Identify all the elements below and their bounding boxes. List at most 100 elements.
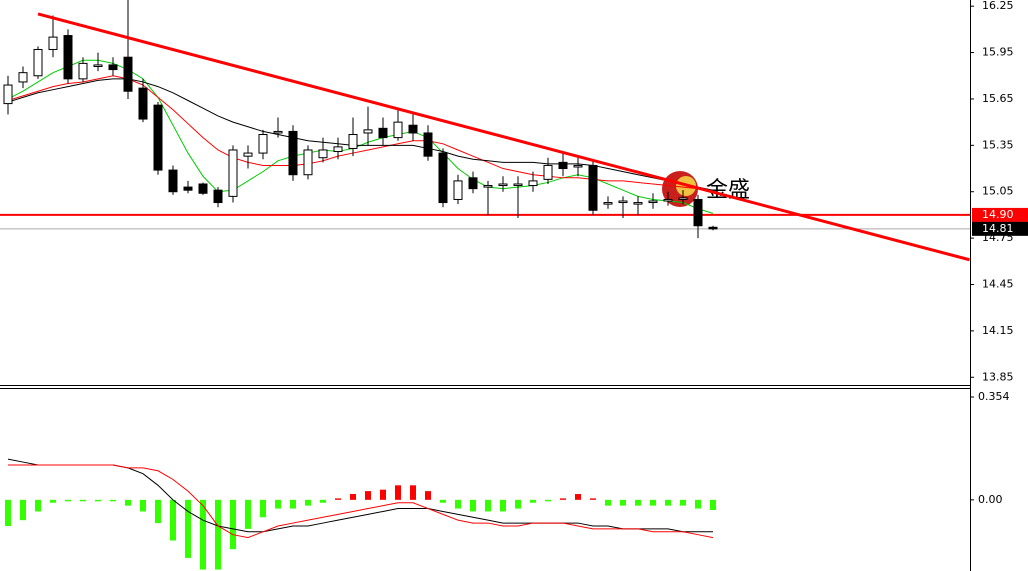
- support-label: 14.90: [982, 208, 1014, 221]
- candle-body: [363, 129, 373, 134]
- candle-body: [168, 169, 178, 193]
- y-tick-label: 13.85: [982, 370, 1014, 383]
- macd-bar: [50, 499, 56, 503]
- candle-body: [708, 226, 718, 230]
- macd-bar: [530, 499, 536, 503]
- candle-body: [213, 189, 223, 204]
- candle-body: [78, 62, 88, 80]
- candle-body: [468, 177, 478, 190]
- candle-body: [693, 198, 703, 227]
- candle-body: [273, 130, 283, 134]
- candle-body: [243, 152, 253, 157]
- macd-bar: [605, 499, 611, 506]
- macd-bar: [320, 499, 326, 503]
- y-tick-label: 14.15: [982, 324, 1014, 337]
- candle-body: [153, 104, 163, 171]
- macd-bar: [470, 499, 476, 512]
- candle-body: [483, 185, 493, 188]
- macd-bar: [200, 499, 206, 570]
- macd-bar: [20, 499, 26, 521]
- candle-body: [543, 164, 553, 180]
- candle-body: [648, 200, 658, 204]
- macd-bar: [575, 494, 581, 500]
- candle-body: [378, 127, 388, 139]
- y-tick-label: 16.25: [982, 0, 1014, 12]
- y-tick-label: 0.354: [978, 390, 1010, 403]
- macd-bar: [215, 499, 221, 570]
- candle-body: [513, 183, 523, 187]
- candle-body: [18, 72, 28, 83]
- candle-body: [618, 200, 628, 204]
- candle-body: [423, 132, 433, 157]
- macd-bar: [290, 499, 296, 509]
- macd-bar: [500, 499, 506, 512]
- candle-body: [93, 64, 103, 67]
- macd-bar: [230, 499, 236, 550]
- candle-body: [663, 198, 673, 202]
- candle-body: [48, 36, 58, 50]
- last-price-label-bg: [972, 221, 1028, 236]
- y-tick-label: 15.05: [982, 185, 1014, 198]
- candle-body: [333, 146, 343, 153]
- y-tick-label: 15.95: [982, 46, 1014, 59]
- candle-body: [183, 186, 193, 191]
- macd-bar: [95, 499, 101, 502]
- macd-bar: [260, 499, 266, 518]
- macd-bar: [110, 499, 116, 502]
- macd-bar: [425, 491, 431, 500]
- trendline: [37, 12, 970, 262]
- macd-bar: [635, 499, 641, 506]
- macd-bar: [335, 498, 341, 500]
- candle-body: [303, 149, 313, 176]
- macd-bar: [395, 485, 401, 500]
- y-tick-label: 15.65: [982, 92, 1014, 105]
- candle-body: [573, 164, 583, 168]
- macd-bar: [245, 499, 251, 529]
- macd-bar: [305, 499, 311, 506]
- candle-body: [3, 84, 13, 105]
- candle-body: [393, 121, 403, 139]
- macd-bar: [695, 499, 701, 509]
- candle-body: [228, 149, 238, 197]
- candle-body: [198, 183, 208, 194]
- y-tick-label: 14.45: [982, 277, 1014, 290]
- candle-body: [258, 134, 268, 154]
- macd-bar: [80, 499, 86, 502]
- candle-body: [438, 152, 448, 204]
- support-label-bg: [972, 207, 1028, 222]
- macd-bar: [410, 485, 416, 500]
- macd-bar: [125, 499, 131, 506]
- candle-body: [123, 56, 133, 92]
- candle-body: [318, 149, 328, 159]
- candle-body: [678, 197, 688, 200]
- macd-bar: [620, 499, 626, 506]
- macd-bar: [275, 499, 281, 509]
- macd-bar: [155, 499, 161, 524]
- macd-bar: [350, 494, 356, 500]
- macd-bar: [485, 499, 491, 512]
- macd-bar: [515, 499, 521, 509]
- macd-bar: [710, 499, 716, 510]
- macd-bar: [590, 498, 596, 500]
- candle-body: [288, 130, 298, 176]
- candle-body: [633, 202, 643, 205]
- y-tick-label: 0.00: [978, 493, 1003, 506]
- macd-bar: [140, 499, 146, 512]
- candle-body: [138, 87, 148, 120]
- macd-bar: [365, 491, 371, 500]
- macd-bar: [380, 489, 386, 500]
- macd-bar: [680, 499, 686, 506]
- candle-body: [588, 164, 598, 211]
- macd-bar: [5, 499, 11, 526]
- candle-body: [348, 134, 358, 149]
- macd-bar: [65, 499, 71, 502]
- candle-body: [33, 48, 43, 77]
- macd-bar: [440, 499, 446, 503]
- candle-body: [558, 161, 568, 170]
- macd-bar: [170, 499, 176, 541]
- macd-bar: [185, 499, 191, 558]
- macd-bar: [35, 499, 41, 512]
- candle-body: [528, 180, 538, 187]
